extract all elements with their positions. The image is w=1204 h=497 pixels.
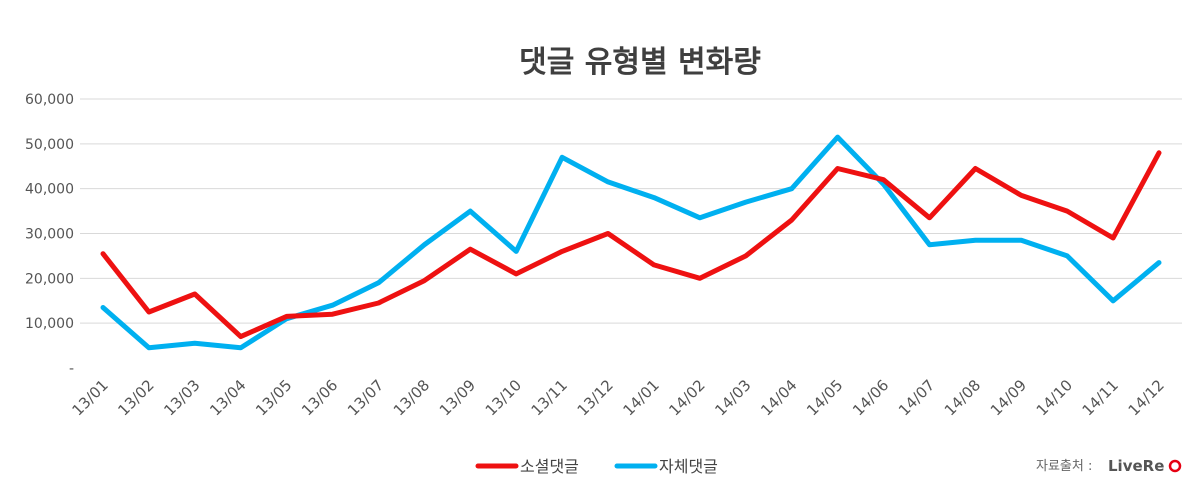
source-label: 자료출처 : [1036,459,1092,474]
x-tick-label: 14/08 [941,376,984,419]
x-tick-label: 14/07 [895,376,938,419]
y-tick-label: 50,000 [25,137,74,153]
gridlines [80,98,1182,324]
x-tick-label: 14/09 [987,376,1030,419]
y-tick-label: - [69,361,74,377]
x-axis: 13/01 13/02 13/03 13/04 13/05 13/06 13/07 13/08… [68,376,1167,419]
legend-label: 소셜댓글 [520,457,579,476]
series-line-1 [100,150,1162,340]
x-tick-label: 13/05 [252,376,295,419]
legend: 소셜댓글 자체댓글 [475,457,718,476]
brand-logo-icon [1168,459,1182,473]
x-tick-label: 13/02 [114,376,157,419]
y-axis: - 10,000 20,000 30,000 40,000 50,000 60,000 [25,92,74,377]
x-tick-label: 13/10 [482,376,525,419]
y-tick-label: 30,000 [25,227,74,243]
source-credit: 자료출처 : LiveRe [1036,457,1182,475]
x-tick-label: 14/12 [1125,376,1168,419]
x-tick-label: 14/03 [711,376,754,419]
legend-label: 자체댓글 [659,457,718,476]
x-tick-label: 14/11 [1079,376,1122,419]
x-tick-label: 13/12 [574,376,617,419]
x-tick-label: 13/03 [160,376,203,419]
series-line-2 [100,134,1162,351]
x-tick-label: 13/08 [390,376,433,419]
x-tick-label: 13/11 [528,376,571,419]
x-tick-label: 13/04 [206,376,249,419]
x-tick-label: 13/09 [436,376,479,419]
series-lines [100,134,1162,351]
x-tick-label: 14/01 [619,376,662,419]
y-tick-label: 10,000 [25,316,74,332]
x-tick-label: 13/07 [344,376,387,419]
x-tick-label: 14/02 [665,376,708,419]
y-tick-label: 60,000 [25,92,74,108]
y-tick-label: 40,000 [25,182,74,198]
x-tick-label: 14/10 [1033,376,1076,419]
x-tick-label: 14/05 [803,376,846,419]
chart-title: 댓글 유형별 변화량 [519,45,761,80]
x-tick-label: 13/06 [298,376,341,419]
source-brand: LiveRe [1108,457,1164,475]
x-tick-label: 14/06 [849,376,892,419]
y-tick-label: 20,000 [25,271,74,287]
x-tick-label: 14/04 [757,376,800,419]
x-tick-label: 13/01 [68,376,111,419]
